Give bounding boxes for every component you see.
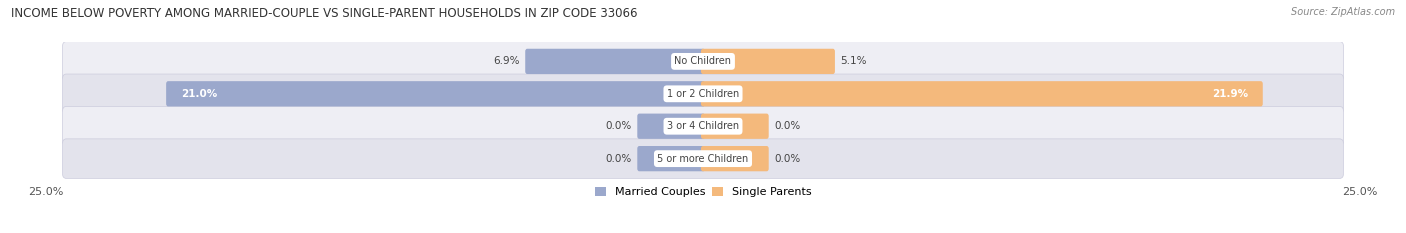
FancyBboxPatch shape	[702, 146, 769, 171]
Text: 6.9%: 6.9%	[494, 56, 520, 66]
Text: 0.0%: 0.0%	[775, 154, 800, 164]
FancyBboxPatch shape	[637, 146, 704, 171]
FancyBboxPatch shape	[166, 81, 704, 106]
Text: 0.0%: 0.0%	[775, 121, 800, 131]
FancyBboxPatch shape	[702, 49, 835, 74]
FancyBboxPatch shape	[702, 113, 769, 139]
Text: 3 or 4 Children: 3 or 4 Children	[666, 121, 740, 131]
Text: 5 or more Children: 5 or more Children	[658, 154, 748, 164]
FancyBboxPatch shape	[62, 106, 1344, 146]
Text: 25.0%: 25.0%	[28, 187, 63, 197]
Legend: Married Couples, Single Parents: Married Couples, Single Parents	[595, 187, 811, 197]
Text: 0.0%: 0.0%	[606, 154, 631, 164]
FancyBboxPatch shape	[637, 113, 704, 139]
FancyBboxPatch shape	[62, 74, 1344, 113]
Text: 5.1%: 5.1%	[841, 56, 868, 66]
Text: Source: ZipAtlas.com: Source: ZipAtlas.com	[1291, 7, 1395, 17]
Text: 25.0%: 25.0%	[1343, 187, 1378, 197]
FancyBboxPatch shape	[62, 139, 1344, 178]
Text: 0.0%: 0.0%	[606, 121, 631, 131]
FancyBboxPatch shape	[62, 42, 1344, 81]
Text: No Children: No Children	[675, 56, 731, 66]
FancyBboxPatch shape	[702, 81, 1263, 106]
Text: 21.0%: 21.0%	[181, 89, 217, 99]
Text: INCOME BELOW POVERTY AMONG MARRIED-COUPLE VS SINGLE-PARENT HOUSEHOLDS IN ZIP COD: INCOME BELOW POVERTY AMONG MARRIED-COUPL…	[11, 7, 638, 20]
FancyBboxPatch shape	[526, 49, 704, 74]
Text: 1 or 2 Children: 1 or 2 Children	[666, 89, 740, 99]
Text: 21.9%: 21.9%	[1212, 89, 1249, 99]
